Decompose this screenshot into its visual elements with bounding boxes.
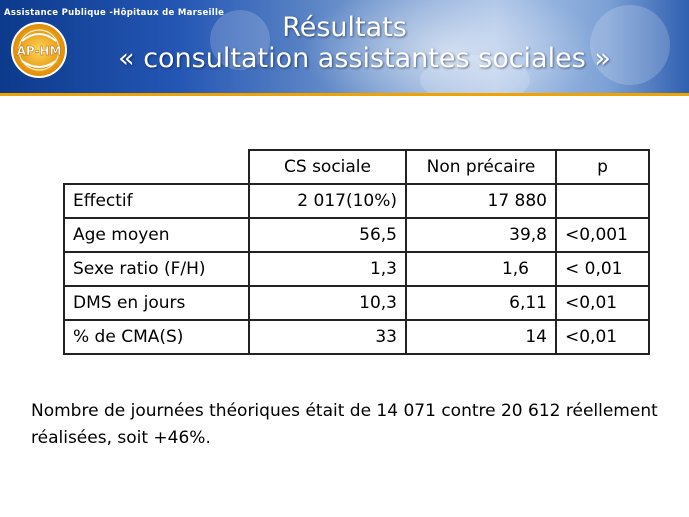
cs-sociale-cell: 10,3 bbox=[248, 285, 407, 321]
aphm-logo-icon: AP-HM bbox=[11, 22, 67, 78]
non-precaire-cell: 39,8 bbox=[405, 217, 557, 253]
cs-sociale-cell: 1,3 bbox=[248, 251, 407, 287]
results-table: CS sociale Non précaire p Effectif 2 017… bbox=[63, 149, 650, 355]
cs-sociale-cell: 2 017(10%) bbox=[248, 183, 407, 219]
table-row: Sexe ratio (F/H) 1,3 1,6 < 0,01 bbox=[63, 251, 650, 287]
p-value-cell: < 0,01 bbox=[555, 251, 650, 287]
slide-title: Résultats bbox=[282, 12, 407, 43]
p-value-cell bbox=[555, 183, 650, 219]
logo-text: AP-HM bbox=[17, 44, 62, 58]
row-label: Age moyen bbox=[63, 217, 250, 253]
slide-header: Assistance Publique -Hôpitaux de Marseil… bbox=[0, 0, 689, 96]
non-precaire-cell: 6,11 bbox=[405, 285, 557, 321]
non-precaire-cell: 17 880 bbox=[405, 183, 557, 219]
cs-sociale-cell: 56,5 bbox=[248, 217, 407, 253]
table-header-cell: CS sociale bbox=[248, 149, 407, 185]
header-glow bbox=[300, 0, 600, 96]
header-stripe bbox=[0, 93, 689, 96]
summary-text: Nombre de journées théoriques était de 1… bbox=[31, 401, 658, 448]
header-decor bbox=[590, 5, 670, 85]
table-row: DMS en jours 10,3 6,11 <0,01 bbox=[63, 285, 650, 321]
table-header-cell: Non précaire bbox=[405, 149, 557, 185]
non-precaire-cell: 14 bbox=[405, 319, 557, 355]
p-value-cell: <0,01 bbox=[555, 319, 650, 355]
table-row: Age moyen 56,5 39,8 <0,001 bbox=[63, 217, 650, 253]
slide-subtitle: « consultation assistantes sociales » bbox=[118, 43, 611, 74]
table-row: Effectif 2 017(10%) 17 880 bbox=[63, 183, 650, 219]
table-header-cell: p bbox=[555, 149, 650, 185]
table-row: % de CMA(S) 33 14 <0,01 bbox=[63, 319, 650, 355]
organization-name: Assistance Publique -Hôpitaux de Marseil… bbox=[4, 8, 225, 18]
row-label: Effectif bbox=[63, 183, 250, 219]
row-label: DMS en jours bbox=[63, 285, 250, 321]
cs-sociale-cell: 33 bbox=[248, 319, 407, 355]
header-decor bbox=[210, 10, 270, 70]
row-label: Sexe ratio (F/H) bbox=[63, 251, 250, 287]
table-header-row: CS sociale Non précaire p bbox=[64, 149, 650, 185]
table-header-blank bbox=[64, 150, 250, 185]
non-precaire-cell: 1,6 bbox=[405, 251, 557, 287]
p-value-cell: <0,001 bbox=[555, 217, 650, 253]
row-label: % de CMA(S) bbox=[63, 319, 250, 355]
p-value-cell: <0,01 bbox=[555, 285, 650, 321]
header-decor bbox=[420, 55, 530, 96]
